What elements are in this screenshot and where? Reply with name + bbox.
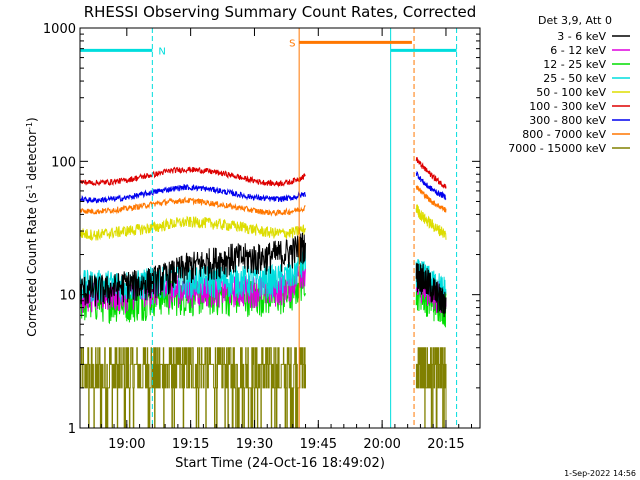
chart-title: RHESSI Observing Summary Count Rates, Co…: [84, 3, 477, 21]
y-axis-label: Corrected Count Rate (s-1 detector-1): [25, 117, 40, 336]
y-tick-label-1: 1: [68, 422, 76, 437]
series-line-6-segment-1: [79, 166, 306, 188]
flag-label-n: N: [158, 46, 165, 57]
y-axis-label-sup2: -1: [25, 122, 34, 130]
series-line-1-segment-2: [415, 263, 447, 318]
y-axis-label-main: Corrected Count Rate (s: [25, 192, 39, 336]
legend-label-8: 800 - 7000 keV: [522, 128, 606, 141]
flag-label-s: S: [289, 38, 295, 49]
y-tick-label-4: 1000: [43, 22, 76, 37]
legend-label-3: 12 - 25 keV: [543, 58, 606, 71]
legend-label-4: 25 - 50 keV: [543, 72, 606, 85]
series-line-9-segment-2: [415, 347, 447, 429]
series-line-7-segment-2: [415, 170, 447, 201]
x-tick-label-3: 19:30: [236, 437, 273, 452]
series-line-7-segment-1: [79, 183, 306, 205]
x-tick-label-2: 19:15: [172, 437, 209, 452]
legend-label-2: 6 - 12 keV: [550, 44, 606, 57]
footer-timestamp: 1-Sep-2022 14:56: [564, 469, 636, 478]
series-line-6-segment-2: [415, 157, 447, 189]
y-axis-label-sup1: -1: [25, 184, 34, 192]
axes-layer: 19:00 19:15 19:30 19:45 20:00 20:15 1 10 100 1000: [43, 22, 481, 452]
y-axis-label-end: ): [25, 117, 39, 122]
x-tick-label-5: 20:00: [363, 437, 400, 452]
legend-label-7: 300 - 800 keV: [529, 114, 606, 127]
legend-title: Det 3,9, Att 0: [538, 14, 612, 27]
y-tick-label-3: 100: [51, 155, 76, 170]
series-line-5-segment-2: [415, 204, 447, 240]
legend-label-1: 3 - 6 keV: [557, 30, 606, 43]
x-tick-label-4: 19:45: [300, 437, 337, 452]
y-axis-label-mid: detector: [25, 130, 39, 185]
x-tick-label-6: 20:15: [427, 437, 464, 452]
series-line-8-segment-2: [415, 185, 447, 213]
legend-label-6: 100 - 300 keV: [529, 100, 606, 113]
legend-label-5: 50 - 100 keV: [536, 86, 606, 99]
series-line-9-segment-1: [79, 347, 306, 429]
legend-label-9: 7000 - 15000 keV: [508, 142, 606, 155]
series-line-5-segment-1: [79, 215, 306, 241]
y-tick-label-2: 10: [59, 289, 76, 304]
x-axis-label: Start Time (24-Oct-16 18:49:02): [175, 456, 385, 471]
series-layer: [79, 157, 447, 429]
series-line-8-segment-1: [79, 196, 306, 217]
overlay-layer: NS: [80, 28, 458, 428]
x-tick-label-1: 19:00: [108, 437, 145, 452]
series-line-1-segment-1: [79, 232, 306, 307]
